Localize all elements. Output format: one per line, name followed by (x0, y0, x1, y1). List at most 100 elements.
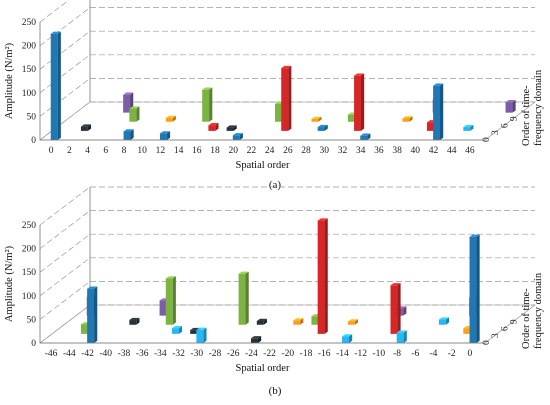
x-tick-label: -22 (263, 349, 276, 359)
bar (80, 124, 92, 131)
bar-side (470, 124, 474, 131)
x-tick-label: 22 (247, 146, 257, 156)
x-tick-label: -8 (393, 349, 401, 359)
bar-top (317, 124, 328, 128)
x-tick-label: 46 (465, 146, 475, 156)
x-tick-label: 36 (374, 146, 384, 156)
x-tick-label: -46 (45, 349, 58, 359)
gridline-side (39, 281, 91, 320)
bar-front (281, 68, 289, 131)
bar-front (342, 336, 349, 343)
x-tick-label: 0 (49, 146, 54, 156)
depth-tick-label: 3 (491, 130, 501, 135)
x-tick-label: -32 (172, 349, 185, 359)
bar-front (159, 300, 167, 316)
x-tick-label: 16 (192, 146, 202, 156)
x-tick-label: -16 (318, 349, 331, 359)
bar-top (123, 92, 134, 95)
gridline-side (39, 186, 91, 226)
depth-tick-label: 9 (510, 319, 520, 324)
x-tick-label: 2 (67, 146, 72, 156)
bar (390, 283, 401, 334)
bar-top (129, 106, 140, 109)
gridline-side (39, 0, 70, 23)
bar (311, 116, 322, 122)
bar-front (293, 320, 301, 325)
bar-front (354, 75, 361, 131)
bar (354, 73, 365, 131)
bar-top (311, 116, 322, 119)
y-tick-label: 150 (22, 268, 37, 278)
bar-top (87, 286, 98, 289)
bar (159, 131, 171, 140)
bar (50, 31, 61, 141)
x-tick-label: 20 (228, 146, 238, 156)
bar (171, 326, 183, 334)
bar-side (178, 326, 183, 334)
depth-tick-label: 6 (500, 326, 510, 331)
x-tick-label: -2 (448, 349, 456, 359)
x-tick-label: 34 (356, 146, 366, 156)
bar-front (159, 133, 167, 140)
bar (281, 65, 292, 131)
bar-front (171, 328, 179, 334)
bar-front (80, 126, 88, 131)
bar-front (50, 33, 58, 140)
bar-side (409, 116, 413, 122)
gridline-side (39, 30, 91, 70)
bar-top (396, 330, 407, 333)
bar (208, 123, 219, 131)
bar (232, 133, 243, 140)
bar-front (390, 285, 398, 334)
bar-side (94, 286, 98, 343)
bar (396, 330, 407, 343)
bar-front (226, 127, 234, 131)
bar-top (226, 125, 237, 128)
x-tick-label: 10 (137, 146, 147, 156)
x-tick-label: 24 (265, 146, 275, 156)
bar (342, 334, 353, 343)
bar-side (166, 131, 171, 140)
bar-side (263, 318, 267, 325)
bar-top (238, 271, 249, 274)
bar-top (281, 65, 292, 69)
depth-axis-title: Order of time- (521, 85, 532, 146)
y-tick-label: 0 (31, 339, 36, 349)
gridline-side (39, 257, 91, 297)
bar-top (293, 318, 304, 321)
bar-front (311, 316, 319, 325)
bar-side (476, 234, 480, 343)
bar (402, 116, 413, 122)
bar-top (390, 283, 401, 286)
x-tick-label: -6 (411, 349, 419, 359)
x-tick-label: -20 (281, 349, 294, 359)
bar (469, 234, 480, 343)
bar-front (505, 102, 513, 113)
depth-tick-label: 3 (491, 333, 501, 338)
bar-side (403, 330, 407, 343)
bar-front (165, 117, 173, 122)
panel-label: (a) (269, 179, 282, 191)
bar-front (469, 236, 477, 343)
bar (202, 87, 213, 122)
y-tick-label: 50 (27, 112, 37, 122)
gridline-side (39, 233, 91, 273)
bar (317, 124, 328, 131)
x-tick-label: -42 (81, 349, 94, 359)
depth-axis-title: frequency domain (533, 272, 544, 349)
bar-front (311, 118, 319, 122)
bar (438, 317, 450, 325)
bar (360, 133, 371, 140)
x-tick-label: -10 (373, 349, 386, 359)
x-tick-label: -18 (300, 349, 313, 359)
bar-top (469, 234, 480, 237)
x-tick-label: -40 (99, 349, 112, 359)
bar (165, 115, 176, 122)
bar-side (348, 334, 353, 343)
bar-front (129, 320, 137, 325)
bar-side (172, 115, 176, 122)
bar-top (347, 319, 358, 322)
x-tick-label: 32 (338, 146, 348, 156)
bar-side (440, 83, 444, 140)
